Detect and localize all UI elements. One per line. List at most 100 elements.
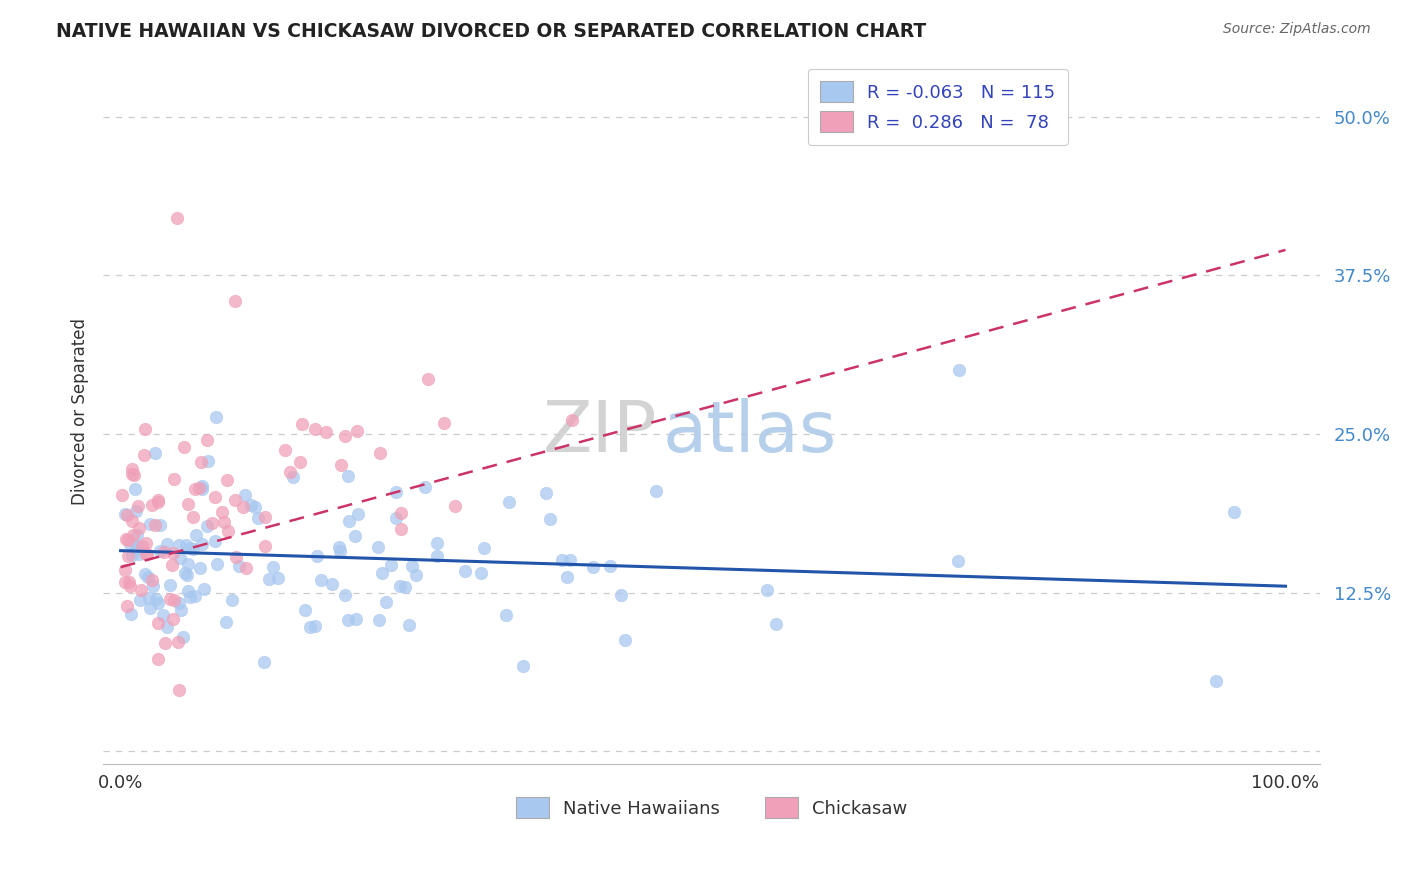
Text: Source: ZipAtlas.com: Source: ZipAtlas.com bbox=[1223, 22, 1371, 37]
Point bbox=[405, 568, 427, 582]
Point bbox=[114, 563, 136, 577]
Point bbox=[120, 607, 142, 621]
Point bbox=[225, 550, 247, 565]
Point bbox=[115, 508, 138, 523]
Point bbox=[346, 425, 368, 439]
Point bbox=[148, 615, 170, 630]
Point bbox=[117, 533, 139, 548]
Point bbox=[336, 469, 359, 483]
Point bbox=[645, 484, 668, 499]
Point bbox=[177, 497, 200, 511]
Point bbox=[560, 552, 582, 566]
Point bbox=[186, 528, 208, 542]
Point bbox=[149, 544, 172, 558]
Point bbox=[328, 541, 350, 555]
Point bbox=[134, 567, 156, 582]
Text: ZIP: ZIP bbox=[543, 398, 657, 467]
Point bbox=[374, 595, 396, 609]
Point bbox=[305, 549, 328, 563]
Point bbox=[267, 571, 290, 585]
Point bbox=[254, 509, 277, 524]
Legend: Native Hawaiians, Chickasaw: Native Hawaiians, Chickasaw bbox=[509, 790, 914, 825]
Point bbox=[243, 500, 266, 515]
Point bbox=[114, 507, 136, 521]
Point bbox=[146, 652, 169, 666]
Point bbox=[148, 596, 170, 610]
Point bbox=[278, 465, 301, 479]
Point bbox=[187, 481, 209, 495]
Point bbox=[122, 528, 145, 542]
Point bbox=[217, 524, 239, 539]
Point bbox=[454, 564, 477, 578]
Point bbox=[472, 541, 495, 556]
Point bbox=[156, 620, 179, 634]
Point bbox=[197, 454, 219, 468]
Point bbox=[394, 580, 416, 594]
Point bbox=[121, 462, 143, 476]
Point bbox=[155, 537, 177, 551]
Point bbox=[512, 658, 534, 673]
Point bbox=[143, 518, 166, 533]
Point bbox=[551, 553, 574, 567]
Point bbox=[201, 516, 224, 530]
Point bbox=[204, 534, 226, 549]
Point bbox=[207, 558, 229, 572]
Point bbox=[115, 532, 138, 546]
Point bbox=[114, 575, 136, 590]
Point bbox=[304, 422, 326, 436]
Point bbox=[160, 558, 183, 573]
Point bbox=[368, 446, 391, 460]
Point bbox=[333, 588, 356, 602]
Point bbox=[247, 511, 270, 525]
Point bbox=[173, 440, 195, 454]
Point bbox=[167, 683, 190, 698]
Point bbox=[470, 566, 492, 581]
Point bbox=[125, 504, 148, 518]
Point bbox=[166, 211, 188, 226]
Point bbox=[163, 593, 186, 607]
Point bbox=[561, 413, 583, 427]
Point bbox=[599, 558, 621, 573]
Point bbox=[298, 619, 321, 633]
Point bbox=[329, 543, 352, 558]
Point bbox=[190, 482, 212, 496]
Point bbox=[138, 591, 160, 606]
Point bbox=[257, 572, 280, 586]
Point bbox=[582, 560, 605, 574]
Point bbox=[195, 519, 218, 533]
Point bbox=[153, 635, 176, 649]
Point bbox=[401, 558, 423, 573]
Point bbox=[141, 574, 163, 588]
Point bbox=[153, 544, 176, 558]
Point bbox=[125, 541, 148, 556]
Point bbox=[169, 596, 191, 610]
Point bbox=[190, 455, 212, 469]
Point bbox=[121, 467, 143, 482]
Point bbox=[188, 560, 211, 574]
Point bbox=[173, 566, 195, 580]
Point bbox=[228, 558, 250, 573]
Point bbox=[111, 488, 134, 502]
Point bbox=[426, 549, 449, 563]
Point bbox=[135, 547, 157, 561]
Text: NATIVE HAWAIIAN VS CHICKASAW DIVORCED OR SEPARATED CORRELATION CHART: NATIVE HAWAIIAN VS CHICKASAW DIVORCED OR… bbox=[56, 22, 927, 41]
Point bbox=[538, 512, 561, 526]
Point bbox=[281, 469, 304, 483]
Point bbox=[304, 619, 326, 633]
Point bbox=[433, 417, 456, 431]
Point bbox=[416, 371, 439, 385]
Point bbox=[125, 528, 148, 542]
Point bbox=[131, 540, 153, 554]
Point bbox=[132, 448, 155, 462]
Point bbox=[367, 613, 389, 627]
Point bbox=[162, 612, 184, 626]
Point bbox=[181, 542, 204, 557]
Point bbox=[169, 538, 191, 552]
Point bbox=[184, 482, 207, 496]
Point bbox=[159, 578, 181, 592]
Point bbox=[193, 582, 215, 596]
Point bbox=[232, 500, 254, 514]
Point bbox=[179, 541, 201, 555]
Point bbox=[215, 473, 238, 487]
Point bbox=[174, 538, 197, 552]
